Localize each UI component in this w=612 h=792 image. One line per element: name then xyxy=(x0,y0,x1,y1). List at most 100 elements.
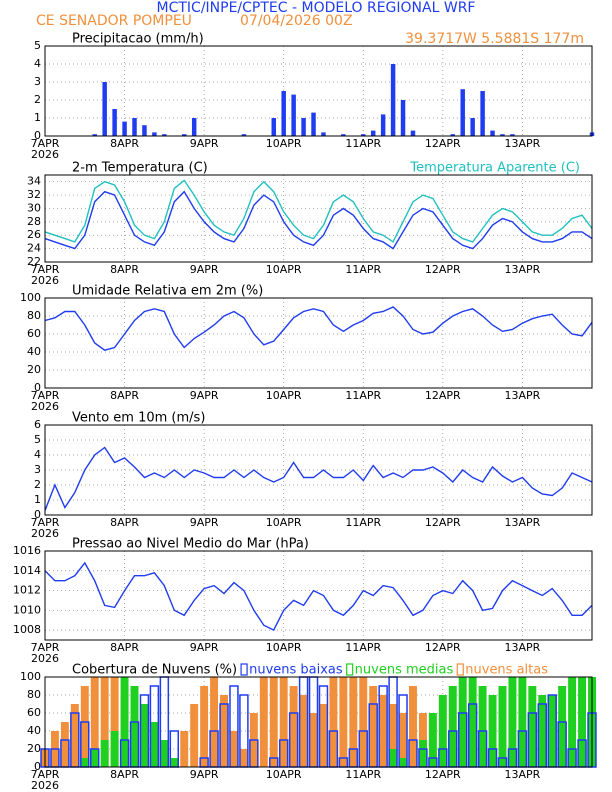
y-tick-label: 0 xyxy=(34,508,41,521)
y-tick-label: 26 xyxy=(27,228,41,241)
x-tick-label: 12APR xyxy=(425,137,461,150)
y-tick-label: 40 xyxy=(27,724,41,737)
bar xyxy=(389,749,398,767)
bar xyxy=(528,686,537,767)
bar xyxy=(271,118,276,136)
y-tick-label: 30 xyxy=(27,201,41,214)
bar xyxy=(458,677,467,767)
series-line xyxy=(44,179,593,243)
bar xyxy=(510,134,515,136)
y-tick-label: 0 xyxy=(34,129,41,142)
bar xyxy=(409,686,417,767)
bar xyxy=(120,677,129,767)
y-tick-label: 5 xyxy=(34,39,41,52)
bar xyxy=(500,134,505,136)
bar xyxy=(450,134,456,136)
bar xyxy=(578,677,587,767)
bar xyxy=(291,94,296,136)
run-time: 07/04/2026 00Z xyxy=(240,13,353,29)
x-tick-label: 11APR xyxy=(345,389,381,402)
legend-swatch xyxy=(346,663,354,676)
bar xyxy=(321,132,326,136)
x-year-label: 2026 xyxy=(31,274,59,287)
x-tick-label: 10APR xyxy=(266,137,302,150)
bar xyxy=(90,677,99,767)
x-tick-label: 9APR xyxy=(190,263,219,276)
bar xyxy=(181,134,187,136)
bar xyxy=(428,713,437,767)
panel-title: 2-m Temperatura (C) xyxy=(72,161,208,176)
series-line xyxy=(44,561,593,632)
y-tick-label: 80 xyxy=(27,688,41,701)
plot-frame xyxy=(44,676,593,768)
bar xyxy=(191,118,197,136)
y-tick-label: 4 xyxy=(34,448,41,461)
x-tick-label: 7APR xyxy=(31,389,60,402)
bar xyxy=(239,749,248,767)
y-tick-label: 1012 xyxy=(13,584,41,597)
x-tick-label: 8APR xyxy=(110,641,139,654)
bar xyxy=(241,134,247,136)
bar xyxy=(498,686,507,767)
y-tick-label: 100 xyxy=(20,291,41,304)
y-tick-label: 34 xyxy=(27,175,41,188)
bar xyxy=(558,686,567,767)
bar xyxy=(341,134,346,136)
bar xyxy=(311,112,316,136)
bar xyxy=(140,704,149,767)
bar xyxy=(112,109,117,136)
bar xyxy=(470,118,475,136)
plot-frame xyxy=(44,297,593,389)
bar xyxy=(100,740,109,767)
bar xyxy=(380,114,386,136)
y-tick-label: 1016 xyxy=(13,544,41,557)
x-tick-label: 12APR xyxy=(425,641,461,654)
bar xyxy=(279,677,288,767)
x-tick-label: 9APR xyxy=(190,137,219,150)
bar xyxy=(142,125,147,136)
y-tick-label: 1014 xyxy=(13,564,41,577)
bar xyxy=(289,686,298,767)
bar xyxy=(319,704,328,767)
bar xyxy=(102,82,107,136)
coords: 39.3717W 5.5881S 177m xyxy=(405,31,584,47)
bar xyxy=(80,686,89,767)
y-tick-label: 32 xyxy=(27,188,41,201)
bar xyxy=(410,130,416,136)
x-tick-label: 13APR xyxy=(504,137,540,150)
series-line xyxy=(44,446,593,511)
panel-title: Pressao ao Nivel Medio do Mar (hPa) xyxy=(72,537,309,552)
bar xyxy=(399,713,408,767)
bar xyxy=(548,695,557,767)
header-title: MCTIC/INPE/CPTEC - MODELO REGIONAL WRF xyxy=(157,0,476,16)
x-tick-label: 12APR xyxy=(425,516,461,529)
bar xyxy=(339,677,348,767)
series-line xyxy=(44,190,593,250)
x-tick-label: 10APR xyxy=(266,263,302,276)
bar xyxy=(110,677,119,767)
y-tick-label: 0 xyxy=(34,760,41,773)
y-tick-label: 40 xyxy=(27,345,41,358)
bar xyxy=(448,686,457,767)
x-tick-label: 9APR xyxy=(190,516,219,529)
station: CE SENADOR POMPEU xyxy=(36,13,192,29)
legend-swatch xyxy=(240,663,248,676)
x-tick-label: 11APR xyxy=(345,641,381,654)
y-tick-label: 0 xyxy=(34,381,41,394)
bar xyxy=(438,695,447,767)
x-tick-label: 11APR xyxy=(345,768,381,781)
bar xyxy=(508,677,517,767)
x-year-label: 2026 xyxy=(31,779,59,792)
x-tick-label: 7APR xyxy=(31,263,60,276)
bar xyxy=(100,677,109,767)
legend-label: nuvens baixas xyxy=(249,663,343,678)
bar xyxy=(329,677,338,767)
bar xyxy=(390,64,396,136)
legend-label: nuvens altas xyxy=(465,663,548,678)
y-tick-label: 1 xyxy=(34,111,41,124)
bar xyxy=(361,134,366,136)
bar xyxy=(162,134,167,136)
x-tick-label: 11APR xyxy=(345,137,381,150)
x-tick-label: 8APR xyxy=(110,516,139,529)
